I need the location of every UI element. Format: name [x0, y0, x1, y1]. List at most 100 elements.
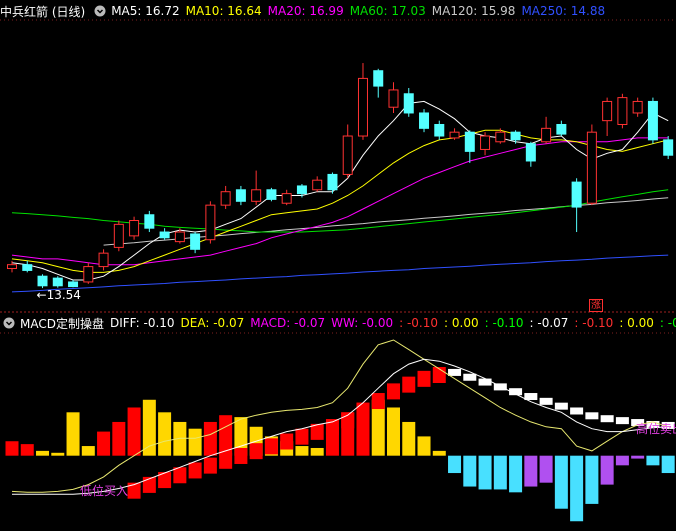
macd-bar — [646, 455, 660, 466]
indicator-value: : 0.00 — [444, 316, 479, 330]
macd-bar — [432, 450, 446, 456]
macd-bar — [417, 436, 431, 456]
candle-body — [37, 275, 48, 287]
candle-body — [129, 220, 140, 237]
macd-bar — [158, 412, 172, 456]
trend-block — [600, 415, 614, 423]
trend-block — [402, 376, 416, 393]
candle-body — [266, 189, 277, 200]
line-series — [11, 100, 669, 281]
candle-body — [190, 233, 201, 250]
indicator-value: : -0.07 — [529, 316, 569, 330]
trend-block — [509, 388, 523, 396]
candle-body — [205, 204, 216, 241]
trend-block — [661, 421, 675, 429]
candle-body — [602, 100, 613, 122]
line-series — [11, 137, 669, 266]
macd-bar — [112, 421, 126, 456]
macd-bar — [234, 417, 248, 456]
legend-entry: MA60: 17.03 — [349, 4, 426, 18]
macd-bar — [387, 407, 400, 456]
candle-body — [312, 179, 323, 191]
candle-body — [327, 173, 338, 191]
candle-body — [144, 214, 155, 229]
macd-bar — [295, 446, 309, 456]
candle-body — [647, 100, 658, 141]
macd-bar — [97, 431, 111, 456]
line-series — [103, 197, 669, 246]
trend-block — [463, 373, 477, 381]
trend-block — [493, 383, 507, 391]
line-series — [11, 339, 669, 493]
candle-body — [296, 185, 307, 195]
line-series — [11, 254, 669, 293]
dropdown-icon[interactable] — [3, 317, 15, 329]
candle-body — [632, 100, 643, 114]
legend-entry: MA120: 15.98 — [431, 4, 516, 18]
dropdown-icon[interactable] — [94, 5, 106, 17]
trend-block — [646, 420, 660, 428]
candle-body — [464, 131, 475, 152]
macd-bar — [570, 455, 584, 522]
indicator-value: : -0.10 — [399, 316, 439, 330]
candle-body — [541, 127, 552, 143]
macd-bar — [631, 455, 645, 459]
macd-bar — [36, 450, 50, 456]
trend-block — [158, 472, 172, 489]
indicator-value: : -0.10 — [484, 316, 524, 330]
indicator-value: : -0.10 — [659, 316, 676, 330]
macd-bar — [463, 455, 477, 487]
macd-bar — [173, 421, 187, 456]
candle-body — [7, 264, 17, 270]
trend-block — [356, 402, 370, 419]
legend-entry: MA5: 16.72 — [111, 4, 180, 18]
macd-bar — [585, 455, 599, 504]
macd-bar — [142, 399, 156, 456]
candle-body — [617, 97, 628, 125]
macd-bar — [448, 455, 462, 474]
trend-block — [539, 397, 553, 405]
macd-bar — [310, 447, 324, 456]
macd-bar — [615, 455, 629, 466]
trend-block — [127, 482, 141, 499]
macd-bar — [66, 412, 80, 456]
candle-body — [480, 135, 491, 150]
macd-bar — [20, 444, 34, 456]
trend-block — [585, 412, 599, 420]
trend-block — [310, 423, 324, 440]
candle-body — [251, 189, 262, 202]
indicator-value: DEA: -0.07 — [180, 316, 245, 330]
trend-block — [631, 419, 645, 427]
macd-bar — [600, 455, 614, 485]
candle-body — [174, 231, 185, 243]
low-price-label: ←13.54 — [36, 288, 81, 303]
indicator-title: MACD定制操盘 — [20, 316, 104, 331]
trend-block — [387, 383, 400, 400]
indicator-value: WW: -0.00 — [331, 316, 394, 330]
limit-up-badge: 涨 — [589, 299, 603, 312]
trend-block — [295, 428, 309, 445]
legend-entry: MA20: 16.99 — [267, 4, 344, 18]
macd-bar — [661, 455, 675, 474]
indicator-value: DIFF: -0.10 — [109, 316, 175, 330]
macd-bar — [478, 455, 492, 490]
indicator-value: : 0.00 — [619, 316, 654, 330]
candle-body — [525, 143, 536, 162]
trend-block — [173, 467, 187, 484]
candle-body — [373, 70, 384, 87]
macd-bar — [554, 455, 568, 509]
candle-body — [342, 135, 353, 175]
candle-body — [113, 223, 124, 248]
trend-block — [554, 402, 568, 410]
trend-block — [142, 476, 156, 493]
macd-bar — [539, 455, 553, 483]
macd-bar — [524, 455, 538, 487]
indicator-value: : -0.10 — [574, 316, 614, 330]
legend-entry: MA10: 16.64 — [185, 4, 262, 18]
macd-bar — [5, 441, 19, 456]
candle-body — [68, 281, 79, 288]
macd-bar — [127, 407, 141, 456]
trend-block — [188, 462, 202, 479]
